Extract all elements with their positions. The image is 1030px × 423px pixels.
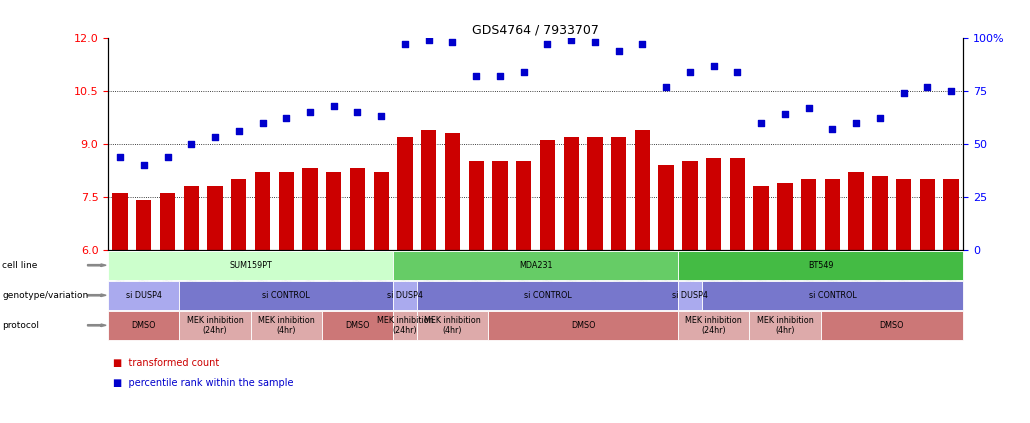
Point xyxy=(302,109,318,115)
Bar xyxy=(778,183,793,250)
Point xyxy=(325,102,342,109)
Bar xyxy=(421,130,437,250)
Point xyxy=(515,69,531,75)
Point xyxy=(848,119,864,126)
Point xyxy=(753,119,769,126)
Text: MEK inhibition
(24hr): MEK inhibition (24hr) xyxy=(186,316,243,335)
Text: genotype/variation: genotype/variation xyxy=(2,291,89,300)
Text: DMSO: DMSO xyxy=(880,321,904,330)
Point xyxy=(729,69,746,75)
Text: protocol: protocol xyxy=(2,321,39,330)
Text: DMSO: DMSO xyxy=(345,321,370,330)
Text: si CONTROL: si CONTROL xyxy=(523,291,572,300)
Bar xyxy=(634,130,650,250)
Bar xyxy=(682,162,697,250)
Bar xyxy=(398,137,413,250)
Point xyxy=(183,140,200,147)
Point xyxy=(682,69,698,75)
Text: si CONTROL: si CONTROL xyxy=(263,291,310,300)
Point xyxy=(491,73,508,80)
Bar xyxy=(563,137,579,250)
Point xyxy=(254,119,271,126)
Bar xyxy=(112,193,128,250)
Point xyxy=(824,126,840,132)
Bar xyxy=(825,179,840,250)
Bar xyxy=(445,133,460,250)
Bar xyxy=(350,168,366,250)
Text: si DUSP4: si DUSP4 xyxy=(387,291,423,300)
Point xyxy=(800,104,817,111)
Point xyxy=(160,153,176,160)
Bar xyxy=(587,137,603,250)
Text: MEK inhibition
(24hr): MEK inhibition (24hr) xyxy=(377,316,434,335)
Bar xyxy=(160,193,175,250)
Bar xyxy=(920,179,935,250)
Text: DMSO: DMSO xyxy=(571,321,595,330)
Point xyxy=(706,62,722,69)
Bar xyxy=(801,179,817,250)
Text: DMSO: DMSO xyxy=(132,321,156,330)
Point xyxy=(349,109,366,115)
Bar xyxy=(302,168,317,250)
Point xyxy=(136,162,152,168)
Bar xyxy=(943,179,959,250)
Point xyxy=(777,111,793,118)
Point xyxy=(420,37,437,44)
Point xyxy=(611,47,627,54)
Point xyxy=(207,134,224,141)
Point xyxy=(563,37,580,44)
Text: si CONTROL: si CONTROL xyxy=(809,291,856,300)
Text: ■  percentile rank within the sample: ■ percentile rank within the sample xyxy=(113,378,294,388)
Point xyxy=(895,90,912,96)
Point xyxy=(634,41,651,48)
Bar xyxy=(706,158,721,250)
Bar xyxy=(611,137,626,250)
Bar xyxy=(658,165,674,250)
Bar xyxy=(492,162,508,250)
Point xyxy=(373,113,389,120)
Bar xyxy=(278,172,294,250)
Point xyxy=(942,88,959,94)
Point xyxy=(397,41,413,48)
Bar xyxy=(729,158,745,250)
Point xyxy=(112,153,129,160)
Point xyxy=(587,39,604,46)
Text: ■  transformed count: ■ transformed count xyxy=(113,358,219,368)
Bar xyxy=(754,186,769,250)
Bar xyxy=(374,172,389,250)
Bar xyxy=(136,200,151,250)
Point xyxy=(231,128,247,135)
Bar xyxy=(327,172,342,250)
Text: MEK inhibition
(4hr): MEK inhibition (4hr) xyxy=(757,316,814,335)
Text: SUM159PT: SUM159PT xyxy=(230,261,272,270)
Title: GDS4764 / 7933707: GDS4764 / 7933707 xyxy=(472,24,599,37)
Bar xyxy=(254,172,270,250)
Bar xyxy=(231,179,246,250)
Point xyxy=(468,73,484,80)
Point xyxy=(278,115,295,122)
Text: si DUSP4: si DUSP4 xyxy=(126,291,162,300)
Point xyxy=(658,83,675,90)
Point xyxy=(871,115,888,122)
Bar xyxy=(540,140,555,250)
Bar xyxy=(183,186,199,250)
Text: MEK inhibition
(4hr): MEK inhibition (4hr) xyxy=(258,316,314,335)
Point xyxy=(540,41,556,48)
Bar xyxy=(207,186,222,250)
Text: si DUSP4: si DUSP4 xyxy=(672,291,708,300)
Point xyxy=(919,83,935,90)
Bar xyxy=(896,179,912,250)
Text: cell line: cell line xyxy=(2,261,37,270)
Text: MEK inhibition
(4hr): MEK inhibition (4hr) xyxy=(424,316,481,335)
Text: MEK inhibition
(24hr): MEK inhibition (24hr) xyxy=(685,316,742,335)
Bar xyxy=(469,162,484,250)
Point xyxy=(444,39,460,46)
Text: MDA231: MDA231 xyxy=(519,261,552,270)
Text: BT549: BT549 xyxy=(808,261,833,270)
Bar xyxy=(872,176,888,250)
Bar xyxy=(849,172,864,250)
Bar xyxy=(516,162,531,250)
